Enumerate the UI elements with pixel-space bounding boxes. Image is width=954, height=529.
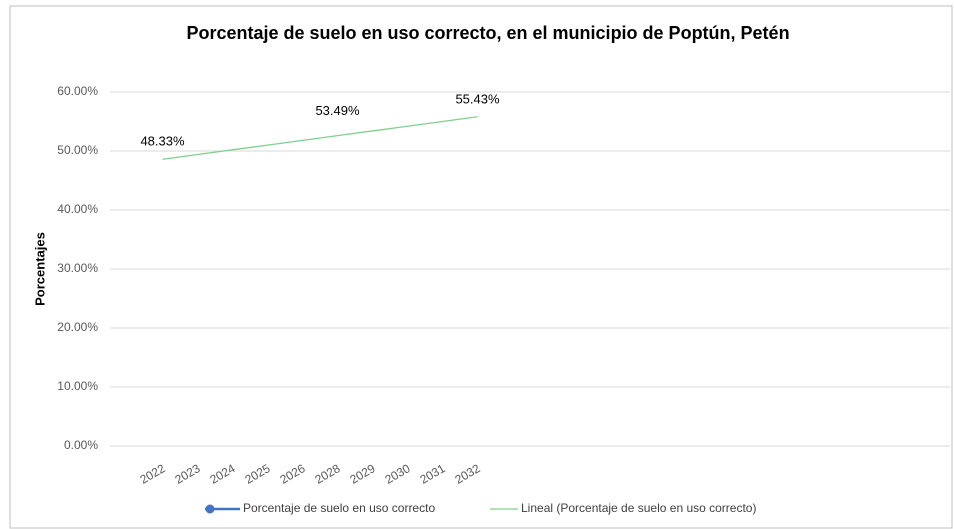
legend-label: Lineal (Porcentaje de suelo en uso corre… [521,501,756,515]
chart-border [9,5,953,529]
y-axis-label: Porcentajes [32,232,47,306]
y-tick-label: 40.00% [57,202,98,216]
chart-title: Porcentaje de suelo en uso correcto, en … [186,23,789,43]
y-tick-label: 20.00% [57,320,98,334]
data-label: 48.33% [140,133,185,148]
y-tick-label: 30.00% [57,261,98,275]
y-tick-label: 50.00% [57,143,98,157]
legend-label: Porcentaje de suelo en uso correcto [243,501,435,515]
y-tick-label: 0.00% [64,438,98,452]
legend-marker [205,504,215,514]
y-tick-label: 60.00% [57,84,98,98]
y-tick-label: 10.00% [57,379,98,393]
data-label: 53.49% [315,103,360,118]
data-label: 55.43% [455,91,500,106]
trend-line [162,116,478,160]
